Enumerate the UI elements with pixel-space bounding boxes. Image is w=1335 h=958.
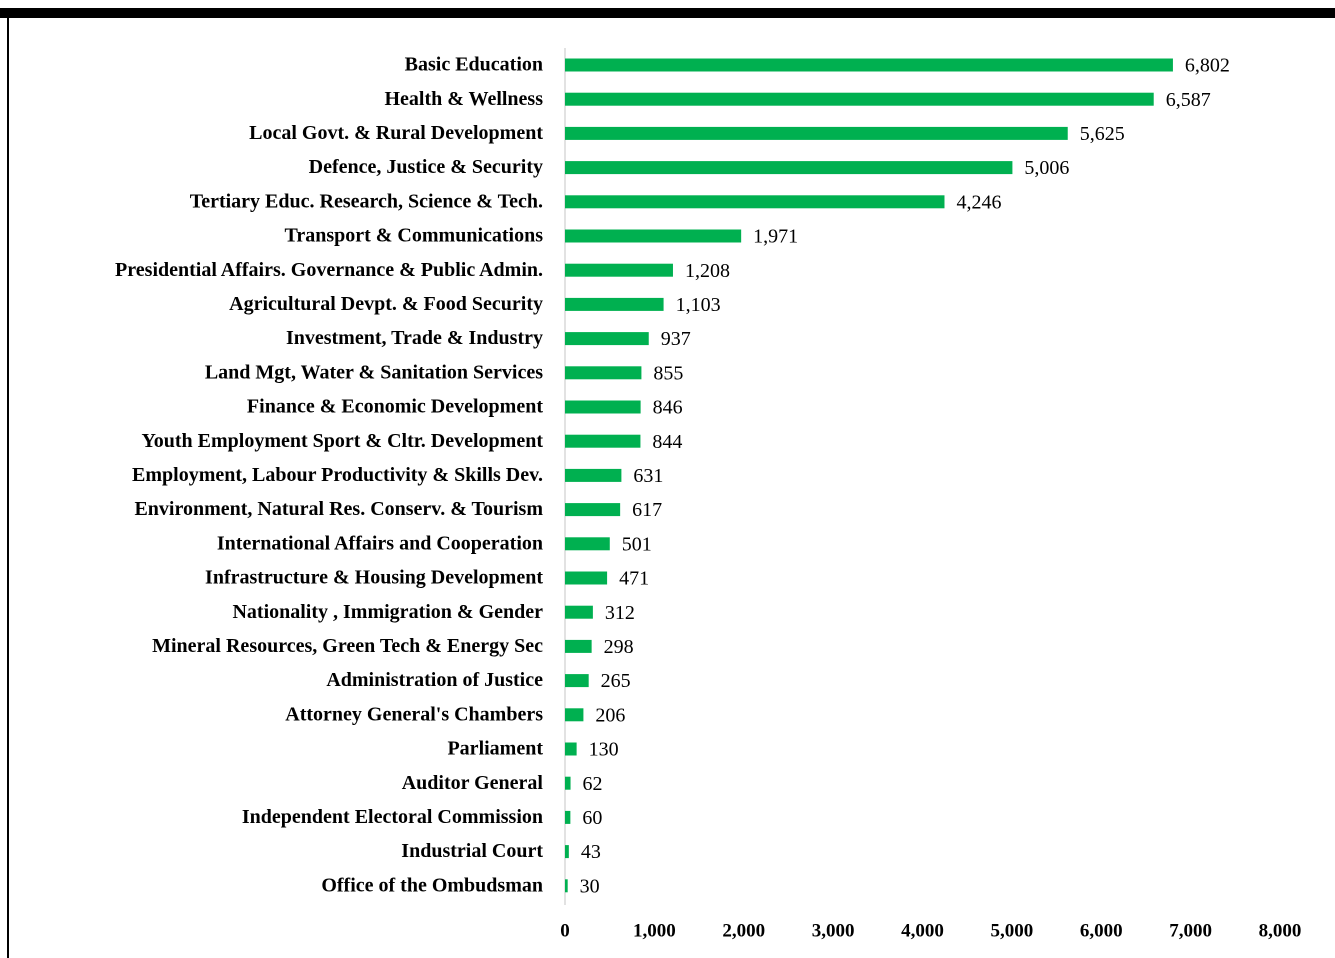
x-tick-label: 2,000 [722, 920, 765, 941]
value-label: 1,103 [676, 294, 721, 316]
category-label: Office of the Ombudsman [321, 874, 543, 896]
value-label: 60 [582, 807, 602, 829]
bar [565, 639, 592, 653]
value-label: 1,971 [753, 226, 798, 248]
category-label: Youth Employment Sport & Cltr. Developme… [142, 430, 544, 452]
bar [565, 400, 641, 414]
category-label: Mineral Resources, Green Tech & Energy S… [152, 635, 543, 657]
value-label: 855 [653, 362, 683, 384]
category-label: Industrial Court [401, 840, 543, 862]
bar [565, 92, 1154, 106]
bar [565, 434, 641, 448]
x-tick-label: 7,000 [1169, 920, 1212, 941]
value-label: 298 [604, 636, 634, 658]
bar [565, 263, 673, 277]
x-tick-label: 8,000 [1259, 920, 1302, 941]
category-label: Presidential Affairs. Governance & Publi… [115, 259, 543, 281]
bar [565, 332, 649, 346]
value-label: 6,802 [1185, 55, 1230, 77]
value-label: 62 [583, 773, 603, 795]
bar [565, 776, 571, 790]
category-label: Local Govt. & Rural Development [249, 122, 543, 144]
value-label: 844 [652, 431, 682, 453]
bar [565, 742, 577, 756]
value-label: 631 [633, 465, 663, 487]
category-label: Employment, Labour Productivity & Skills… [132, 464, 543, 486]
value-label: 6,587 [1166, 89, 1211, 111]
x-tick-label: 1,000 [633, 920, 676, 941]
category-label: Basic Education [405, 54, 543, 76]
x-tick-label: 0 [560, 920, 570, 941]
bar [565, 537, 610, 551]
bar [565, 195, 945, 209]
category-label: Investment, Trade & Industry [286, 327, 543, 349]
category-label: Nationality , Immigration & Gender [232, 601, 543, 623]
x-tick-label: 3,000 [812, 920, 855, 941]
left-border [7, 8, 9, 958]
value-label: 501 [622, 533, 652, 555]
bar [565, 810, 571, 824]
bar [565, 126, 1068, 140]
bar [565, 879, 568, 893]
category-label: Auditor General [402, 772, 544, 794]
value-label: 846 [653, 397, 683, 419]
bar [565, 674, 589, 688]
x-tick-label: 5,000 [991, 920, 1034, 941]
category-label: Independent Electoral Commission [242, 806, 543, 828]
category-label: Transport & Communications [284, 225, 543, 247]
category-label: Health & Wellness [384, 88, 543, 110]
bar [565, 229, 742, 243]
bar [565, 845, 569, 859]
value-label: 43 [581, 841, 601, 863]
bar [565, 161, 1013, 175]
category-label: Agricultural Devpt. & Food Security [229, 293, 543, 315]
category-label: Infrastructure & Housing Development [205, 567, 543, 589]
category-label: Administration of Justice [326, 669, 543, 691]
category-label: Land Mgt, Water & Sanitation Services [205, 361, 543, 383]
value-label: 30 [580, 875, 600, 897]
value-label: 312 [605, 602, 635, 624]
top-border [0, 8, 1335, 18]
value-label: 206 [595, 704, 625, 726]
category-label: Environment, Natural Res. Conserv. & Tou… [134, 498, 543, 520]
bar [565, 708, 584, 722]
value-label: 937 [661, 328, 691, 350]
bar [565, 605, 593, 619]
bar [565, 503, 621, 517]
value-label: 5,006 [1024, 157, 1069, 179]
x-tick-label: 4,000 [901, 920, 944, 941]
category-label: Finance & Economic Development [247, 396, 543, 418]
category-label: Attorney General's Chambers [285, 703, 543, 725]
value-label: 471 [619, 568, 649, 590]
value-label: 265 [601, 670, 631, 692]
category-label: International Affairs and Cooperation [217, 532, 543, 554]
bar [565, 297, 664, 311]
bar [565, 468, 622, 482]
value-label: 5,625 [1080, 123, 1125, 145]
value-label: 130 [589, 739, 619, 761]
category-label: Defence, Justice & Security [309, 156, 543, 178]
x-tick-label: 6,000 [1080, 920, 1123, 941]
bar [565, 571, 608, 585]
bar [565, 58, 1173, 72]
value-label: 4,246 [956, 191, 1001, 213]
value-label: 1,208 [685, 260, 730, 282]
category-label: Parliament [447, 738, 543, 760]
bar [565, 366, 642, 380]
value-label: 617 [632, 499, 662, 521]
category-label: Tertiary Educ. Research, Science & Tech. [190, 190, 543, 212]
